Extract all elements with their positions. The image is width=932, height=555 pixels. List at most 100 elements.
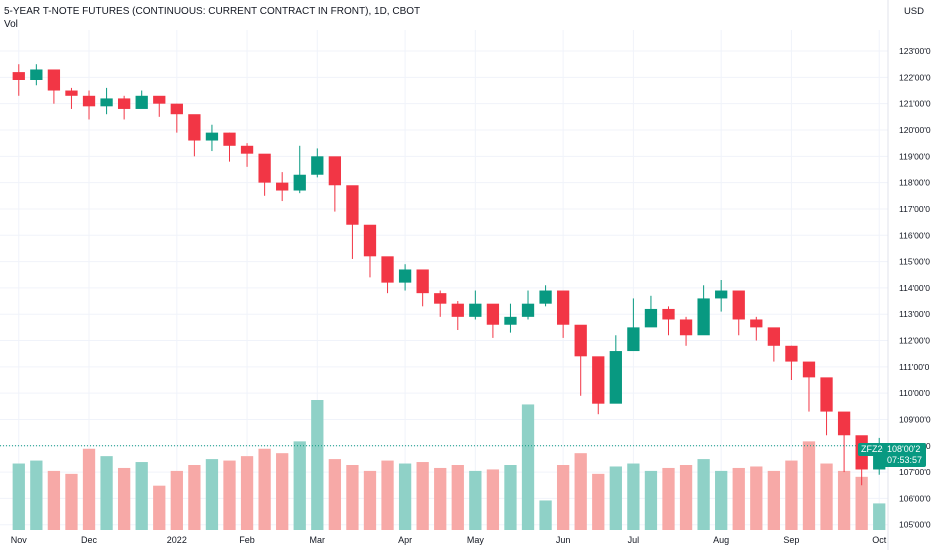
price-tick-label: 106'00'0 bbox=[899, 493, 931, 503]
candle-body bbox=[434, 293, 447, 304]
volume-bar bbox=[346, 465, 359, 530]
volume-bar bbox=[12, 463, 25, 530]
candle-body bbox=[609, 351, 622, 404]
volume-bar bbox=[785, 460, 798, 530]
bar-countdown: 07:53:57 bbox=[886, 455, 922, 465]
volume-bar bbox=[662, 467, 675, 530]
candle-body bbox=[117, 98, 131, 109]
price-tick-label: 114'00'0 bbox=[899, 283, 930, 293]
price-tick-label: 109'00'0 bbox=[899, 414, 931, 424]
volume-bar bbox=[363, 470, 377, 530]
time-tick-label: Jul bbox=[628, 535, 640, 545]
volume-bar bbox=[328, 459, 342, 530]
candle-body bbox=[521, 303, 535, 317]
candle-body bbox=[82, 95, 96, 107]
volume-bar bbox=[504, 465, 517, 530]
candle-body bbox=[30, 69, 43, 80]
price-tick-label: 117'00'0 bbox=[899, 204, 930, 214]
volume-bar bbox=[820, 463, 833, 530]
price-tick-label: 105'00'0 bbox=[899, 520, 931, 530]
volume-bar bbox=[486, 469, 500, 530]
price-tick-label: 112'00'0 bbox=[899, 336, 930, 346]
price-tick-label: 120'00'0 bbox=[899, 125, 931, 135]
volume-bar bbox=[65, 473, 78, 530]
volume-bar bbox=[381, 460, 394, 530]
time-tick-label: Sep bbox=[783, 535, 799, 545]
volume-bar bbox=[873, 503, 886, 530]
chart-legend-title[interactable]: 5-YEAR T-NOTE FUTURES (CONTINUOUS: CURRE… bbox=[4, 6, 421, 17]
candle-body bbox=[556, 290, 570, 325]
price-tick-label: 107'00'0 bbox=[899, 467, 931, 477]
volume-bar bbox=[802, 441, 816, 530]
time-tick-label: Feb bbox=[239, 535, 255, 545]
volume-bar bbox=[644, 470, 658, 530]
time-tick-label: Mar bbox=[310, 535, 326, 545]
currency-label[interactable]: USD bbox=[903, 6, 924, 17]
volume-bar bbox=[715, 470, 728, 530]
last-price-tag: 108'00'2 07:53:57 bbox=[882, 443, 926, 467]
time-tick-label: May bbox=[467, 535, 485, 545]
candle-body bbox=[65, 90, 78, 96]
volume-bar bbox=[223, 460, 236, 530]
candle-body bbox=[592, 356, 605, 404]
time-tick-label: Oct bbox=[872, 535, 887, 545]
candle-body bbox=[100, 98, 113, 107]
volume-bar bbox=[240, 456, 254, 530]
candle-body bbox=[328, 156, 342, 186]
last-price-value: 108'00'2 bbox=[886, 444, 921, 454]
time-tick-label: 2022 bbox=[167, 535, 187, 545]
volume-bar bbox=[170, 470, 183, 530]
volume-bar bbox=[416, 462, 429, 530]
volume-bar bbox=[276, 453, 289, 530]
candle-body bbox=[469, 303, 482, 317]
volume-bar bbox=[434, 467, 447, 530]
volume-bar bbox=[205, 459, 219, 530]
candle-body bbox=[311, 156, 324, 175]
volume-bar bbox=[311, 400, 324, 530]
volume-bar bbox=[539, 500, 552, 530]
candle-body bbox=[170, 103, 183, 115]
price-tick-label: 119'00'0 bbox=[899, 151, 930, 161]
candle-body bbox=[715, 290, 728, 299]
volume-bar bbox=[697, 459, 710, 530]
candle-body bbox=[627, 327, 640, 352]
candle-body bbox=[363, 224, 377, 257]
volume-legend[interactable]: Vol bbox=[4, 19, 18, 30]
candle-body bbox=[293, 174, 306, 191]
candle-body bbox=[188, 114, 201, 141]
volume-bar bbox=[30, 460, 43, 530]
volume-bar bbox=[855, 476, 868, 530]
volume-bar bbox=[609, 466, 622, 530]
candle-body bbox=[381, 256, 394, 283]
time-tick-label: Apr bbox=[398, 535, 412, 545]
volume-bar bbox=[135, 462, 148, 530]
volume-bar bbox=[47, 470, 61, 530]
price-tick-label: 122'00'0 bbox=[899, 72, 931, 82]
candle-body bbox=[346, 185, 359, 225]
volume-bar bbox=[293, 441, 306, 530]
candle-body bbox=[802, 361, 816, 378]
volume-bar bbox=[732, 467, 745, 530]
price-tick-label: 110'00'0 bbox=[899, 388, 930, 398]
candle-body bbox=[398, 269, 412, 283]
candle-body bbox=[837, 411, 851, 436]
time-tick-label: Dec bbox=[81, 535, 98, 545]
time-tick-label: Jun bbox=[556, 535, 571, 545]
volume-bar bbox=[574, 453, 587, 530]
candle-body bbox=[276, 182, 289, 191]
volume-bar bbox=[592, 473, 605, 530]
volume-bar bbox=[100, 456, 113, 530]
volume-bar bbox=[750, 466, 763, 530]
volume-bar bbox=[258, 448, 271, 530]
volume-bar bbox=[556, 465, 570, 530]
candle-body bbox=[205, 132, 219, 141]
price-tick-label: 115'00'0 bbox=[899, 257, 930, 267]
candle-body bbox=[820, 377, 833, 412]
candle-body bbox=[767, 327, 781, 346]
volume-bar bbox=[469, 470, 482, 530]
volume-bar bbox=[679, 465, 693, 530]
volume-bar bbox=[837, 470, 851, 530]
volume-bar bbox=[117, 467, 131, 530]
